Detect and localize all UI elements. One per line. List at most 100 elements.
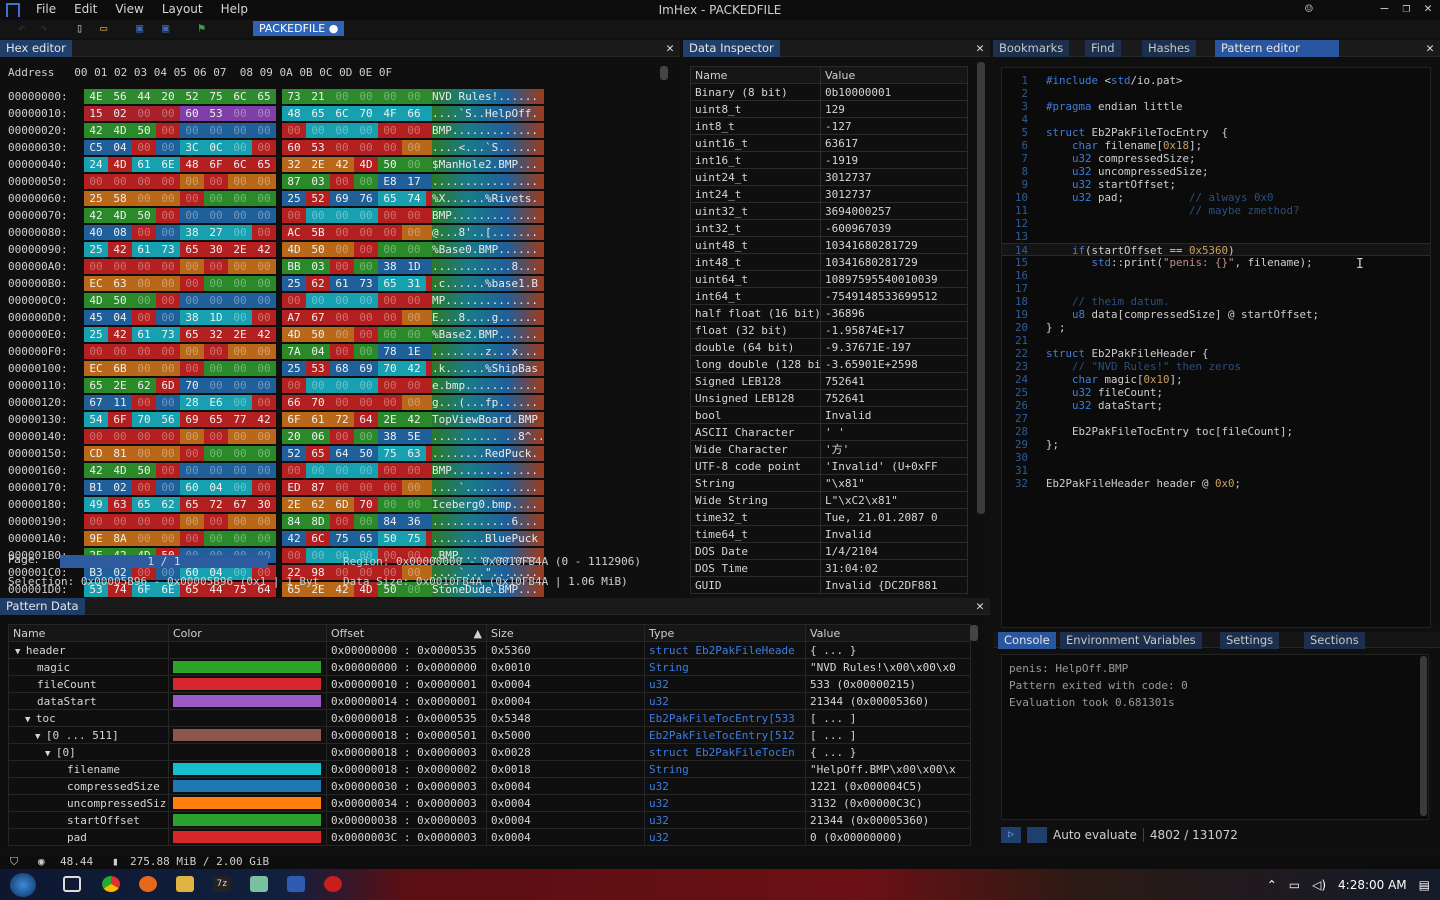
hex-byte[interactable]: 32 xyxy=(204,327,228,342)
col-size[interactable]: Size xyxy=(486,624,645,642)
code-line[interactable]: 6 char filename[0x18]; xyxy=(1002,139,1430,152)
hex-byte[interactable]: 42 xyxy=(402,361,426,376)
pattern-row[interactable]: pad 0x0000003C : 0x0000003 0x0004 u32 0 (0x0… xyxy=(8,828,971,846)
hex-byte[interactable]: 2E xyxy=(306,582,330,597)
inspector-row[interactable]: time64_t Invalid xyxy=(690,525,968,543)
hex-byte[interactable]: 50 xyxy=(132,123,156,138)
hex-byte[interactable]: 00 xyxy=(330,565,354,580)
hex-scrollbar[interactable] xyxy=(660,66,668,80)
ascii-column[interactable]: .k......%ShipBas xyxy=(432,361,544,376)
firefox-icon[interactable] xyxy=(139,876,157,892)
code-line[interactable]: 14 if(startOffset == 0x5360) xyxy=(1002,243,1430,257)
ascii-column[interactable]: .c......%base1.B xyxy=(432,276,544,291)
hex-byte[interactable]: 4D xyxy=(108,123,132,138)
hex-byte[interactable]: 00 xyxy=(228,344,252,359)
inspector-col-name[interactable]: Name xyxy=(690,66,821,84)
pattern-row[interactable]: filename 0x00000018 : 0x0000002 0x0018 Stri… xyxy=(8,760,971,778)
hex-byte[interactable]: 00 xyxy=(378,242,402,257)
hex-byte[interactable]: 87 xyxy=(306,480,330,495)
hex-byte[interactable]: 00 xyxy=(132,514,156,529)
pattern-row[interactable]: ▼ header 0x00000000 : 0x0000535 0x5360 stru… xyxy=(8,641,971,659)
hex-byte[interactable]: 00 xyxy=(132,106,156,121)
hex-byte[interactable]: 00 xyxy=(330,429,354,444)
hex-byte[interactable]: 87 xyxy=(282,174,306,189)
hex-byte[interactable]: 00 xyxy=(204,446,228,461)
hex-byte[interactable]: 75 xyxy=(204,89,228,104)
inspector-value[interactable]: L"\xC2\x81" xyxy=(820,491,968,509)
code-line[interactable]: 13 xyxy=(1002,230,1430,243)
hex-byte[interactable]: 00 xyxy=(378,310,402,325)
hex-byte[interactable]: 6C xyxy=(228,157,252,172)
hex-byte[interactable]: 00 xyxy=(156,191,180,206)
pattern-name[interactable]: ▼ toc xyxy=(8,709,169,727)
hex-byte[interactable]: 00 xyxy=(132,480,156,495)
inspector-row[interactable]: Signed LEB128 752641 xyxy=(690,372,968,390)
pattern-name[interactable]: ▼ [0] xyxy=(8,743,169,761)
hex-byte[interactable]: 50 xyxy=(354,446,378,461)
hex-byte[interactable]: 53 xyxy=(306,361,330,376)
inspector-value[interactable]: 10341680281729 xyxy=(820,253,968,271)
hex-byte[interactable]: 00 xyxy=(252,446,276,461)
inspector-value[interactable]: ' ' xyxy=(820,423,968,441)
hex-byte[interactable]: 00 xyxy=(156,395,180,410)
inspector-value[interactable]: -9.37671E-197 xyxy=(820,338,968,356)
hex-byte[interactable]: 62 xyxy=(306,497,330,512)
hex-byte[interactable]: 00 xyxy=(330,259,354,274)
imhex-taskbar-icon[interactable] xyxy=(287,876,305,892)
hex-byte[interactable]: 00 xyxy=(330,242,354,257)
hex-byte[interactable]: 00 xyxy=(252,361,276,376)
hex-byte[interactable]: 75 xyxy=(330,531,354,546)
hex-byte[interactable]: 00 xyxy=(330,548,354,563)
hex-byte[interactable]: 00 xyxy=(330,514,354,529)
inspector-value[interactable]: -36896 xyxy=(820,304,968,322)
ascii-column[interactable]: @...8'..[....... xyxy=(432,225,544,240)
ascii-column[interactable]: ....`........... xyxy=(432,480,544,495)
hex-byte[interactable]: 00 xyxy=(228,225,252,240)
code-line[interactable]: 31 xyxy=(1002,464,1430,477)
hex-byte[interactable]: 00 xyxy=(378,140,402,155)
hex-byte[interactable]: 00 xyxy=(180,531,204,546)
hex-byte[interactable]: 04 xyxy=(108,140,132,155)
hex-byte[interactable]: 00 xyxy=(252,225,276,240)
hex-byte[interactable]: 65 xyxy=(84,378,108,393)
start-button-icon[interactable] xyxy=(10,873,36,897)
hex-byte[interactable]: 00 xyxy=(402,157,426,172)
inspector-row[interactable]: time32_t Tue, 21.01.2087 0 xyxy=(690,508,968,526)
hex-byte[interactable]: 00 xyxy=(108,344,132,359)
hex-byte[interactable]: 77 xyxy=(228,412,252,427)
hex-byte[interactable]: 65 xyxy=(180,582,204,597)
hex-byte[interactable]: 75 xyxy=(378,446,402,461)
code-line[interactable]: 27 xyxy=(1002,412,1430,425)
pattern-row[interactable]: compressedSize 0x00000030 : 0x0000003 0x00… xyxy=(8,777,971,795)
hex-byte[interactable]: 65 xyxy=(306,106,330,121)
hex-byte[interactable]: 00 xyxy=(354,565,378,580)
hex-byte[interactable]: 00 xyxy=(252,565,276,580)
menu-edit[interactable]: Edit xyxy=(74,2,98,16)
hex-byte[interactable]: 00 xyxy=(330,480,354,495)
hex-byte[interactable]: 00 xyxy=(330,395,354,410)
hex-byte[interactable]: 6E xyxy=(156,157,180,172)
inspector-value[interactable]: 'Invalid' (U+0xFF xyxy=(820,457,968,475)
hex-byte[interactable]: 00 xyxy=(156,463,180,478)
hex-byte[interactable]: 38 xyxy=(180,310,204,325)
hex-byte[interactable]: 00 xyxy=(378,548,402,563)
hex-byte[interactable]: 00 xyxy=(354,293,378,308)
hex-byte[interactable]: 56 xyxy=(108,89,132,104)
hex-byte[interactable]: 25 xyxy=(282,361,306,376)
hex-byte[interactable]: 00 xyxy=(282,208,306,223)
hex-byte[interactable]: 00 xyxy=(252,123,276,138)
hex-byte[interactable]: 3C xyxy=(180,140,204,155)
hex-byte[interactable]: 65 xyxy=(132,497,156,512)
inspector-value[interactable]: Tue, 21.01.2087 0 xyxy=(820,508,968,526)
hex-byte[interactable]: 00 xyxy=(282,123,306,138)
hex-byte[interactable]: 00 xyxy=(156,123,180,138)
hex-byte[interactable]: 00 xyxy=(84,259,108,274)
hex-byte[interactable]: 00 xyxy=(252,208,276,223)
hex-byte[interactable]: 00 xyxy=(228,174,252,189)
pattern-name[interactable]: dataStart xyxy=(8,692,169,710)
hex-byte[interactable]: 00 xyxy=(330,310,354,325)
inspector-row[interactable]: half float (16 bit) -36896 xyxy=(690,304,968,322)
hex-byte[interactable]: 72 xyxy=(330,412,354,427)
hex-byte[interactable]: 75 xyxy=(228,582,252,597)
hex-byte[interactable]: 6F xyxy=(132,582,156,597)
